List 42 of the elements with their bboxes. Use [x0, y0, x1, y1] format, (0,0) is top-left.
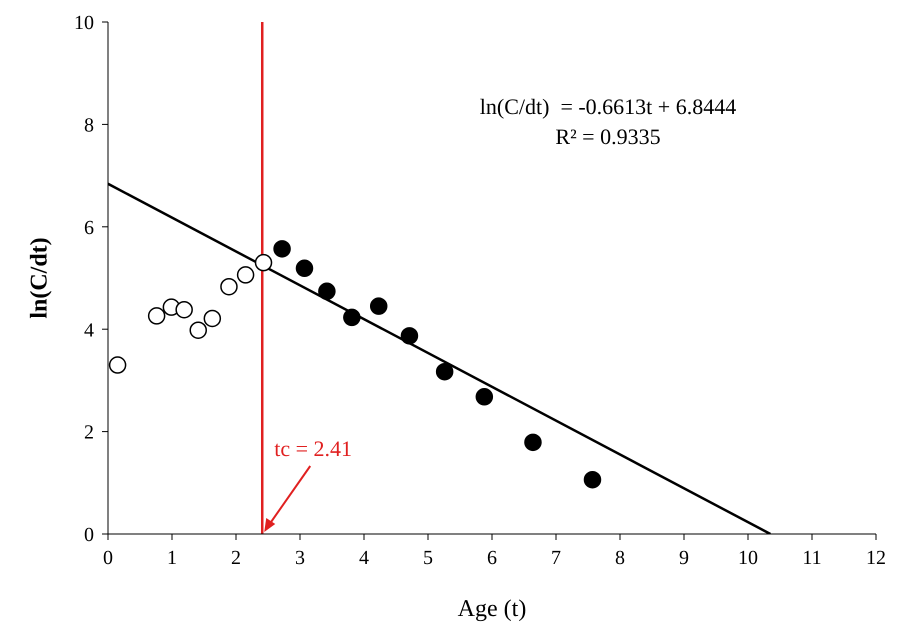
- x-tick-label: 9: [679, 547, 689, 570]
- y-tick-label: 2: [84, 422, 94, 444]
- point: [148, 307, 166, 325]
- x-tick-label: 3: [295, 547, 305, 570]
- point: [476, 388, 494, 406]
- point: [204, 310, 222, 328]
- x-tick-label: 0: [103, 547, 113, 570]
- point: [273, 240, 291, 258]
- point: [343, 308, 361, 326]
- x-tick-label: 7: [551, 547, 561, 570]
- point: [318, 282, 336, 300]
- y-tick-label: 8: [84, 114, 94, 136]
- ref-line-label: tc = 2.41: [274, 436, 352, 461]
- point: [436, 362, 454, 380]
- y-tick-label: 0: [84, 524, 94, 546]
- point: [296, 260, 314, 278]
- x-tick-label: 12: [866, 547, 886, 570]
- x-tick-label: 6: [487, 547, 497, 570]
- x-axis-title: Age (t): [458, 596, 526, 622]
- point: [400, 327, 418, 345]
- point: [236, 266, 254, 284]
- y-tick-label: 10: [74, 12, 94, 34]
- annotation: ln(C/dt) = -0.6613t + 6.8444: [478, 93, 738, 121]
- y-tick-label: 6: [84, 216, 94, 239]
- point: [584, 470, 602, 488]
- y-axis-title: ln(C/dt): [26, 237, 53, 319]
- point: [220, 278, 238, 296]
- x-tick-label: 4: [359, 547, 369, 570]
- x-tick-label: 2: [231, 547, 241, 570]
- x-tick-label: 8: [615, 547, 625, 570]
- point: [370, 297, 388, 315]
- point: [175, 300, 193, 318]
- point: [524, 434, 542, 452]
- annotation: R² = 0.9335: [554, 123, 662, 151]
- x-tick-label: 5: [423, 547, 433, 570]
- point: [189, 321, 207, 339]
- point: [108, 356, 126, 374]
- point: [254, 254, 272, 272]
- y-tick-label: 4: [84, 319, 94, 342]
- x-tick-label: 1: [167, 547, 177, 570]
- x-tick-label: 11: [802, 547, 822, 570]
- x-tick-label: 10: [738, 547, 758, 570]
